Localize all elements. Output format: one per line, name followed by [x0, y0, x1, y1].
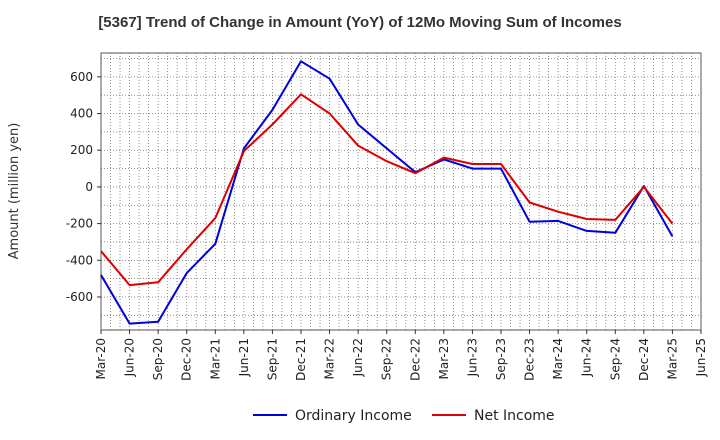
x-tick-label: Dec-21 — [294, 338, 308, 381]
y-tick-label: -600 — [66, 290, 93, 304]
x-tick-label: Mar-22 — [323, 338, 337, 379]
x-tick-label: Sep-23 — [494, 338, 508, 380]
legend-label: Ordinary Income — [295, 408, 412, 424]
y-tick-label: 0 — [85, 180, 93, 194]
x-tick-label: Dec-22 — [408, 338, 422, 381]
x-tick-label: Dec-20 — [180, 338, 194, 381]
x-axis-ticks: Mar-20 Jun-20 Sep-20 Dec-20 Mar-21 Jun-21 Sep-… — [94, 330, 708, 381]
y-axis-label: Amount (million yen) — [7, 123, 22, 260]
series-line-ordinary-income — [100, 60, 674, 325]
y-axis-ticks: -600 -400 -200 0 200 400 600 — [66, 70, 101, 304]
y-tick-label: -400 — [66, 253, 93, 267]
y-tick-label: 200 — [70, 143, 93, 157]
series-line-net-income — [100, 93, 674, 287]
series-layer — [100, 60, 674, 325]
x-tick-label: Jun-21 — [237, 338, 251, 377]
x-tick-label: Jun-25 — [694, 338, 708, 377]
x-tick-label: Jun-24 — [580, 338, 594, 377]
plot-area-frame — [100, 52, 702, 331]
x-tick-label: Mar-25 — [665, 338, 679, 379]
legend-label: Net Income — [474, 408, 555, 424]
x-tick-label: Sep-22 — [380, 338, 394, 380]
x-tick-label: Sep-21 — [265, 338, 279, 380]
x-tick-label: Dec-24 — [637, 338, 651, 381]
x-tick-label: Mar-20 — [94, 338, 108, 379]
x-tick-label: Dec-23 — [523, 338, 537, 381]
x-tick-label: Jun-20 — [123, 338, 137, 377]
chart-title: [5367] Trend of Change in Amount (YoY) o… — [98, 14, 622, 31]
legend: Ordinary Income Net Income — [253, 408, 555, 424]
x-tick-label: Sep-24 — [608, 338, 622, 380]
x-tick-label: Mar-23 — [437, 338, 451, 379]
x-tick-label: Jun-23 — [465, 338, 479, 377]
x-tick-label: Sep-20 — [151, 338, 165, 380]
x-tick-label: Mar-21 — [208, 338, 222, 379]
y-tick-label: 600 — [70, 70, 93, 84]
grid-layer — [101, 53, 701, 330]
x-tick-label: Jun-22 — [351, 338, 365, 377]
y-tick-label: 400 — [70, 107, 93, 121]
y-tick-label: -200 — [66, 217, 93, 231]
x-tick-label: Mar-24 — [551, 338, 565, 379]
